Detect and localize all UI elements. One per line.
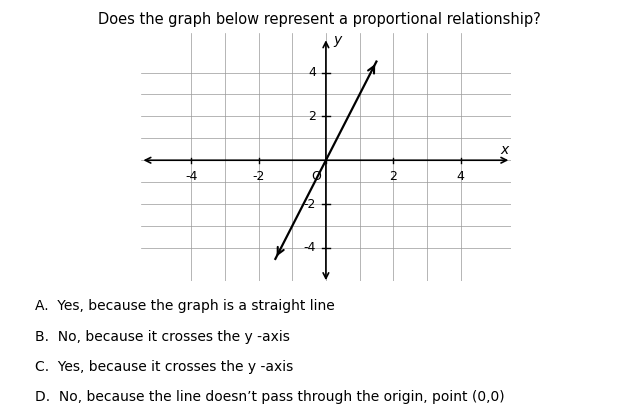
Text: x: x (500, 143, 509, 157)
Text: -4: -4 (185, 170, 197, 183)
Text: A.  Yes, because the graph is a straight line: A. Yes, because the graph is a straight … (35, 299, 335, 313)
Text: 4: 4 (308, 66, 316, 79)
Text: Does the graph below represent a proportional relationship?: Does the graph below represent a proport… (98, 12, 541, 27)
Text: D.  No, because the line doesn’t pass through the origin, point (0,0): D. No, because the line doesn’t pass thr… (35, 390, 505, 404)
Text: -4: -4 (304, 242, 316, 254)
Text: y: y (334, 33, 342, 47)
Text: 2: 2 (308, 110, 316, 123)
Text: -2: -2 (304, 197, 316, 211)
Text: 4: 4 (457, 170, 465, 183)
Text: C.  Yes, because it crosses the y -axis: C. Yes, because it crosses the y -axis (35, 360, 293, 374)
Text: 2: 2 (389, 170, 397, 183)
Text: O: O (311, 170, 321, 183)
Text: -2: -2 (252, 170, 265, 183)
Text: B.  No, because it crosses the y -axis: B. No, because it crosses the y -axis (35, 330, 290, 344)
